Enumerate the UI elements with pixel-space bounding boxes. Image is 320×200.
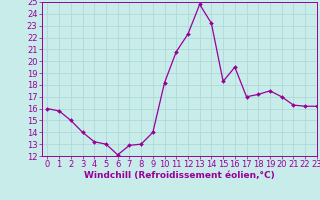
X-axis label: Windchill (Refroidissement éolien,°C): Windchill (Refroidissement éolien,°C): [84, 171, 275, 180]
